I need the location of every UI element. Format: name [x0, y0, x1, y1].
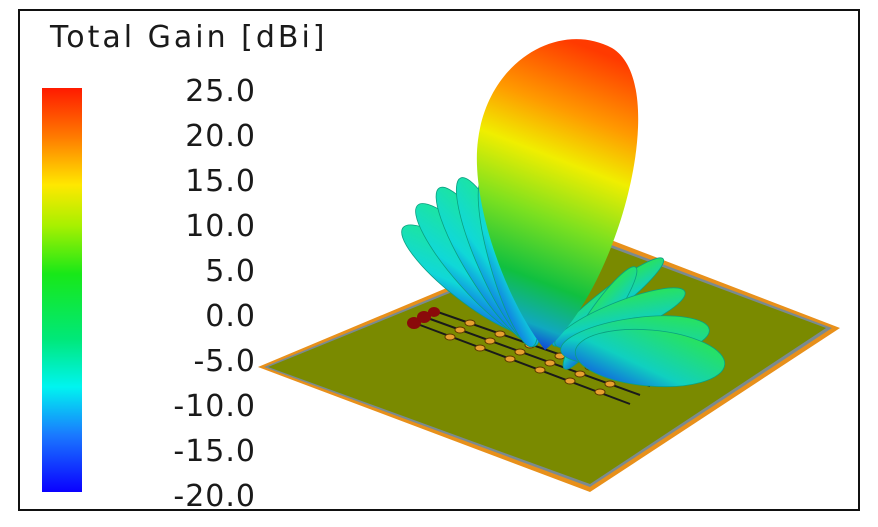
tick-label: -15.0 [173, 434, 256, 469]
tick-label: 25.0 [185, 74, 256, 109]
tick-label: 5.0 [205, 254, 256, 289]
tick-label: 20.0 [185, 119, 256, 154]
tick-label: 15.0 [185, 164, 256, 199]
tick-label: -20.0 [173, 479, 256, 514]
side-lobes-right [551, 257, 726, 388]
tick-label: -10.0 [173, 389, 256, 424]
tick-label: 0.0 [205, 299, 256, 334]
tick-label: 10.0 [185, 209, 256, 244]
colorbar-gradient [42, 88, 82, 492]
tick-label: -5.0 [193, 344, 256, 379]
colorbar-title: Total Gain [dBi] [50, 20, 328, 55]
main-beam [476, 39, 639, 350]
feed-ports [407, 307, 440, 329]
